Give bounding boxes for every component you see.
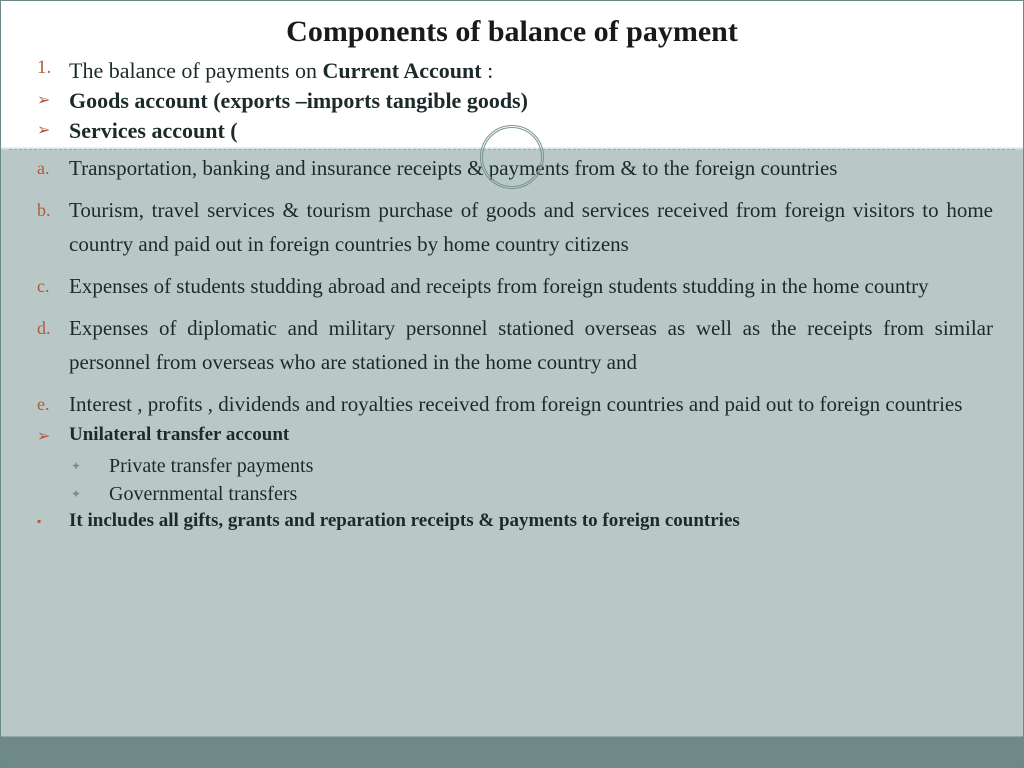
star-icon: ✦ <box>71 481 109 507</box>
marker-number: 1. <box>31 57 69 79</box>
list-item: b. Tourism, travel services & tourism pu… <box>31 193 993 261</box>
list-item: ✦ Governmental transfers <box>71 481 993 507</box>
list-item: 1. The balance of payments on Current Ac… <box>31 57 993 85</box>
marker-letter: e. <box>31 387 69 421</box>
item-students: Expenses of students studding abroad and… <box>69 269 993 303</box>
square-icon: ▪ <box>31 509 69 533</box>
ring-decoration <box>480 125 544 189</box>
line-goods-account: Goods account (exports –imports tangible… <box>69 87 993 115</box>
arrow-icon: ➢ <box>31 87 69 115</box>
list-item: c. Expenses of students studding abroad … <box>31 269 993 303</box>
list-item: ➢ Goods account (exports –imports tangib… <box>31 87 993 115</box>
line-unilateral: Unilateral transfer account <box>69 423 993 447</box>
content-area: 1. The balance of payments on Current Ac… <box>1 49 1023 533</box>
marker-letter: b. <box>31 193 69 227</box>
marker-letter: d. <box>31 311 69 345</box>
item-tourism: Tourism, travel services & tourism purch… <box>69 193 993 261</box>
list-item: e. Interest , profits , dividends and ro… <box>31 387 993 421</box>
item-interest: Interest , profits , dividends and royal… <box>69 387 993 421</box>
slide: Components of balance of payment 1. The … <box>0 0 1024 768</box>
marker-letter: a. <box>31 151 69 185</box>
marker-letter: c. <box>31 269 69 303</box>
list-item: d. Expenses of diplomatic and military p… <box>31 311 993 379</box>
arrow-icon: ➢ <box>31 423 69 451</box>
text-suffix: : <box>482 58 494 83</box>
sub-private: Private transfer payments <box>109 453 993 479</box>
line-current-account: The balance of payments on Current Accou… <box>69 57 993 85</box>
text-prefix: The balance of payments on <box>69 58 323 83</box>
line-final: It includes all gifts, grants and repara… <box>69 509 993 533</box>
slide-title: Components of balance of payment <box>1 1 1023 49</box>
list-item: ▪ It includes all gifts, grants and repa… <box>31 509 993 533</box>
list-item: ➢ Unilateral transfer account <box>31 423 993 451</box>
sub-governmental: Governmental transfers <box>109 481 993 507</box>
star-icon: ✦ <box>71 453 109 479</box>
arrow-icon: ➢ <box>31 117 69 145</box>
item-diplomatic: Expenses of diplomatic and military pers… <box>69 311 993 379</box>
text-bold: Current Account <box>323 58 482 83</box>
list-item: ✦ Private transfer payments <box>71 453 993 479</box>
